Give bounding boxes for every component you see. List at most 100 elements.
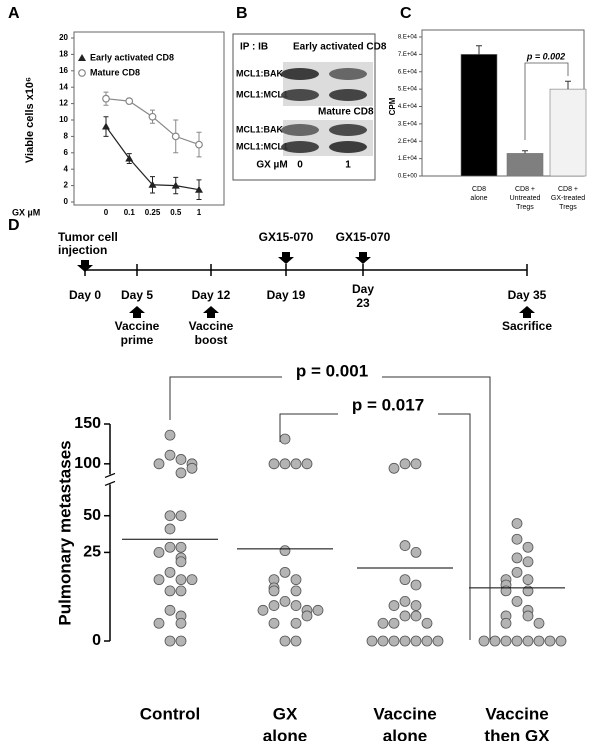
data-point xyxy=(388,462,400,474)
x-tick-label: then GX xyxy=(484,726,550,741)
data-point xyxy=(399,574,411,586)
y-tick-label: 18 xyxy=(59,50,68,59)
x-tick-label: 0.25 xyxy=(145,208,161,217)
y-tick-label: 14 xyxy=(59,82,68,91)
x-tick-label: Control xyxy=(140,704,200,723)
data-point xyxy=(377,617,389,629)
data-point xyxy=(268,458,280,470)
timeline-event: Sacrifice xyxy=(502,319,552,333)
data-point xyxy=(290,574,302,586)
annotation: p = 0.002 xyxy=(526,51,565,61)
y-tick-label: 0 xyxy=(64,197,69,206)
marker xyxy=(102,94,110,103)
data-point xyxy=(290,585,302,597)
y-tick-label: 1.E+04 xyxy=(398,156,418,162)
timeline-day: Day 0 xyxy=(69,288,101,302)
data-point xyxy=(153,547,165,558)
data-point xyxy=(522,556,534,568)
y-tick-label: 25 xyxy=(83,544,101,561)
legend-label: Early activated CD8 xyxy=(90,52,174,62)
marker xyxy=(125,97,134,106)
blot-band xyxy=(329,89,367,101)
label-bg xyxy=(338,396,438,416)
arrow xyxy=(129,306,145,318)
marker xyxy=(148,112,157,121)
x-axis-label: GX µM xyxy=(12,207,40,217)
y-tick-label: 8.E+04 xyxy=(398,35,418,41)
blot-dose: 1 xyxy=(345,160,351,171)
data-point xyxy=(511,566,523,578)
y-tick-label: 12 xyxy=(59,99,68,108)
panel-letter: C xyxy=(400,5,412,22)
data-point xyxy=(388,600,400,611)
data-point xyxy=(164,523,176,535)
data-point xyxy=(511,595,523,607)
blot-band xyxy=(329,141,367,153)
data-point xyxy=(421,635,433,647)
arrow xyxy=(519,306,535,318)
data-point xyxy=(500,617,512,629)
y-tick-label: 7.E+04 xyxy=(398,52,418,58)
data-point xyxy=(164,566,176,578)
data-point xyxy=(175,467,187,479)
data-point xyxy=(279,458,291,470)
data-point xyxy=(522,585,534,597)
blot-row-label: MCL1:BAK xyxy=(236,124,283,134)
x-tick-label: Vaccine xyxy=(373,704,436,723)
y-tick-label: 100 xyxy=(74,455,101,472)
data-point xyxy=(399,610,411,622)
y-tick-label: 0.E+00 xyxy=(398,174,418,180)
y-tick-label: 6 xyxy=(64,148,69,157)
y-axis-label: Pulmonary metastases xyxy=(55,440,74,625)
x-tick-label: alone xyxy=(383,726,427,741)
data-point xyxy=(290,617,302,629)
data-point xyxy=(175,585,187,597)
arrow xyxy=(203,306,219,318)
y-tick-label: 6.E+04 xyxy=(398,69,418,75)
data-point xyxy=(175,574,187,586)
x-tick-label: CD8 + xyxy=(515,186,535,193)
blot-band xyxy=(329,124,367,136)
x-tick-label: GX-treated xyxy=(551,195,585,202)
timeline-event: boost xyxy=(195,333,228,347)
y-tick-label: 50 xyxy=(83,507,101,524)
x-tick-label: CD8 + xyxy=(558,186,578,193)
data-point xyxy=(410,600,422,611)
data-point xyxy=(153,574,165,586)
data-point xyxy=(290,635,302,647)
data-point xyxy=(164,604,176,616)
y-tick-label: 4 xyxy=(64,164,69,173)
data-point xyxy=(388,635,400,647)
legend-marker xyxy=(78,54,86,61)
marker xyxy=(102,122,110,130)
blot-band xyxy=(329,68,367,80)
x-tick-label: alone xyxy=(263,726,307,741)
x-tick-label: Tregs xyxy=(559,204,577,211)
data-point xyxy=(555,635,567,647)
marker xyxy=(195,140,203,149)
data-point xyxy=(268,600,280,611)
data-point xyxy=(388,617,400,629)
timeline-day: Day 5 xyxy=(121,288,153,302)
timeline-event: Vaccine xyxy=(115,319,160,333)
data-point xyxy=(164,510,176,522)
data-point xyxy=(478,635,490,647)
y-axis-label: CPM xyxy=(388,97,397,115)
marker xyxy=(148,180,157,188)
plot-frame xyxy=(73,31,225,206)
data-point xyxy=(175,556,187,568)
blot-group-title: Early activated CD8 xyxy=(293,42,387,53)
significance-bracket xyxy=(524,62,569,140)
y-tick-label: 2.E+04 xyxy=(398,139,418,145)
data-point xyxy=(522,541,534,553)
data-point xyxy=(511,552,523,564)
annotation: p = 0.001 xyxy=(296,361,368,380)
marker xyxy=(195,185,203,193)
bar xyxy=(549,88,587,177)
data-point xyxy=(421,617,433,629)
data-point xyxy=(164,585,176,597)
data-point xyxy=(279,545,291,557)
timeline-day: Day 19 xyxy=(267,288,306,302)
